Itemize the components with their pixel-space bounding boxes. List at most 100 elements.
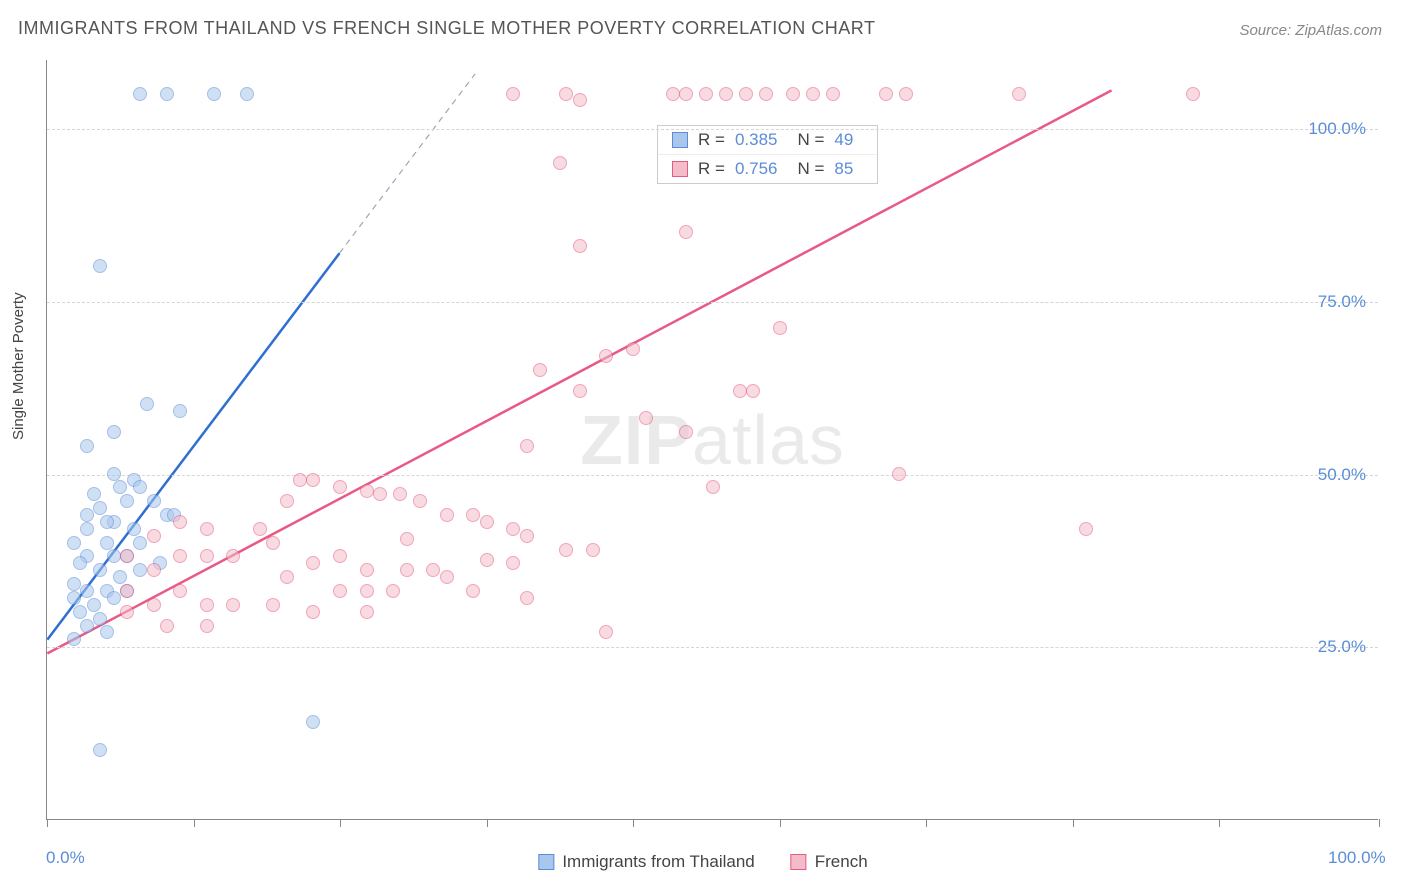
x-tick [1379,819,1380,827]
data-point [207,87,221,101]
data-point [739,87,753,101]
y-tick-label: 25.0% [1318,637,1366,657]
x-tick [194,819,195,827]
data-point [426,563,440,577]
data-point [506,87,520,101]
data-point [719,87,733,101]
data-point [306,473,320,487]
data-point [93,563,107,577]
data-point [80,584,94,598]
data-point [400,563,414,577]
x-tick [340,819,341,827]
gridline [47,129,1378,130]
data-point [280,494,294,508]
data-point [639,411,653,425]
data-point [120,584,134,598]
data-point [133,87,147,101]
chart-title: IMMIGRANTS FROM THAILAND VS FRENCH SINGL… [18,18,875,39]
data-point [73,605,87,619]
data-point [93,612,107,626]
data-point [80,439,94,453]
data-point [226,549,240,563]
data-point [173,584,187,598]
gridline [47,647,1378,648]
data-point [127,522,141,536]
x-tick-label: 100.0% [1328,848,1386,868]
data-point [113,570,127,584]
x-tick [1073,819,1074,827]
data-point [466,508,480,522]
data-point [113,480,127,494]
data-point [80,522,94,536]
data-point [120,605,134,619]
legend-swatch-icon [538,854,554,870]
data-point [100,515,114,529]
data-point [1012,87,1026,101]
data-point [506,522,520,536]
data-point [100,536,114,550]
legend-swatch-thailand [672,132,688,148]
data-point [386,584,400,598]
data-point [480,553,494,567]
data-point [87,487,101,501]
data-point [107,591,121,605]
n-value-french: 85 [834,159,853,179]
data-point [173,515,187,529]
data-point [879,87,893,101]
n-value-thailand: 49 [834,130,853,150]
data-point [333,584,347,598]
data-point [360,584,374,598]
data-point [466,584,480,598]
data-point [147,598,161,612]
data-point [706,480,720,494]
data-point [400,532,414,546]
data-point [67,591,81,605]
data-point [440,570,454,584]
data-point [626,342,640,356]
y-tick-label: 50.0% [1318,465,1366,485]
data-point [520,591,534,605]
data-point [573,239,587,253]
data-point [806,87,820,101]
data-point [520,529,534,543]
data-point [73,556,87,570]
data-point [679,425,693,439]
data-point [586,543,600,557]
gridline [47,475,1378,476]
x-tick [487,819,488,827]
data-point [759,87,773,101]
gridline [47,302,1378,303]
data-point [440,508,454,522]
legend-label: Immigrants from Thailand [562,852,754,872]
data-point [80,508,94,522]
data-point [160,87,174,101]
legend-row-thailand: R = 0.385 N = 49 [658,126,877,155]
correlation-legend: R = 0.385 N = 49 R = 0.756 N = 85 [657,125,878,184]
data-point [533,363,547,377]
data-point [200,522,214,536]
data-point [140,397,154,411]
data-point [373,487,387,501]
data-point [107,467,121,481]
data-point [679,87,693,101]
data-point [786,87,800,101]
data-point [480,515,494,529]
r-label: R = [698,130,725,150]
data-point [133,480,147,494]
data-point [293,473,307,487]
data-point [892,467,906,481]
data-point [93,259,107,273]
data-point [306,556,320,570]
data-point [147,563,161,577]
data-point [333,549,347,563]
data-point [413,494,427,508]
data-point [1079,522,1093,536]
legend-swatch-french [672,161,688,177]
data-point [666,87,680,101]
r-value-thailand: 0.385 [735,130,778,150]
data-point [573,384,587,398]
legend-swatch-icon [791,854,807,870]
n-label: N = [797,159,824,179]
x-tick [780,819,781,827]
data-point [360,605,374,619]
